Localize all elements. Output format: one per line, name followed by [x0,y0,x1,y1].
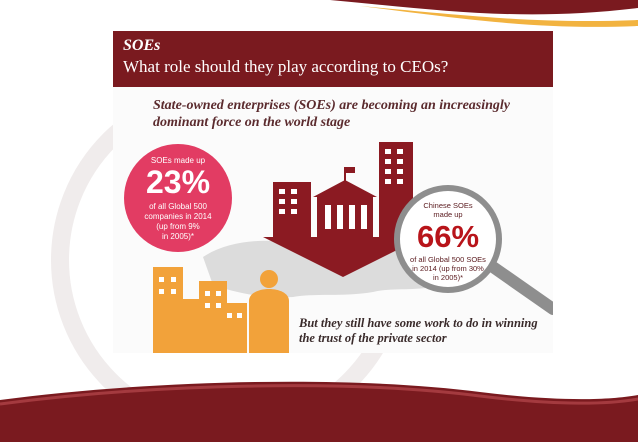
government-roof-icon [313,180,377,197]
bottom-wave-line [0,384,638,406]
footer-text: But they still have some work to do in w… [299,316,538,345]
chinese-stat-value: 66% [416,219,480,254]
bottom-wave [0,381,638,442]
orange-buildings-icon [153,267,247,353]
chinese-stat-line2: in 2014 (up from 30% [412,264,484,273]
soe-stat-intro: SOEs made up [150,156,206,165]
flag-icon [346,167,355,173]
soe-stat-line3: (up from 9% [156,222,200,231]
top-swoosh [330,0,638,15]
slide-header: SOEs What role should they play accordin… [113,31,553,87]
soe-stat-line4: in 2005)* [161,232,195,241]
businessman-icon [249,270,289,353]
flag-pole-icon [344,167,346,181]
building-base-icon [263,237,423,277]
chinese-stat-line3: in 2005)* [432,273,464,282]
slide-subtitle: What role should they play according to … [123,57,449,76]
chinese-stat-line1: of all Global 500 SOEs [410,255,486,264]
magnifier-handle-icon [487,261,553,315]
soe-share-stat: SOEs made up 23% of all Global 500 compa… [124,144,232,252]
chinese-stat-intro2: made up [433,210,463,219]
slide-title: SOEs [123,37,161,54]
infographic-panel: State-owned enterprises (SOEs) are becom… [113,87,553,353]
soe-stat-value: 23% [145,164,211,200]
soe-stat-line2: companies in 2014 [144,212,212,221]
chinese-soe-stat: Chinese SOEs made up 66% of all Global 5… [394,185,502,293]
soe-stat-line1: of all Global 500 [149,202,207,211]
headline: State-owned enterprises (SOEs) are becom… [153,98,511,130]
top-swoosh-accent [360,6,638,27]
chinese-stat-intro1: Chinese SOEs [423,201,473,210]
